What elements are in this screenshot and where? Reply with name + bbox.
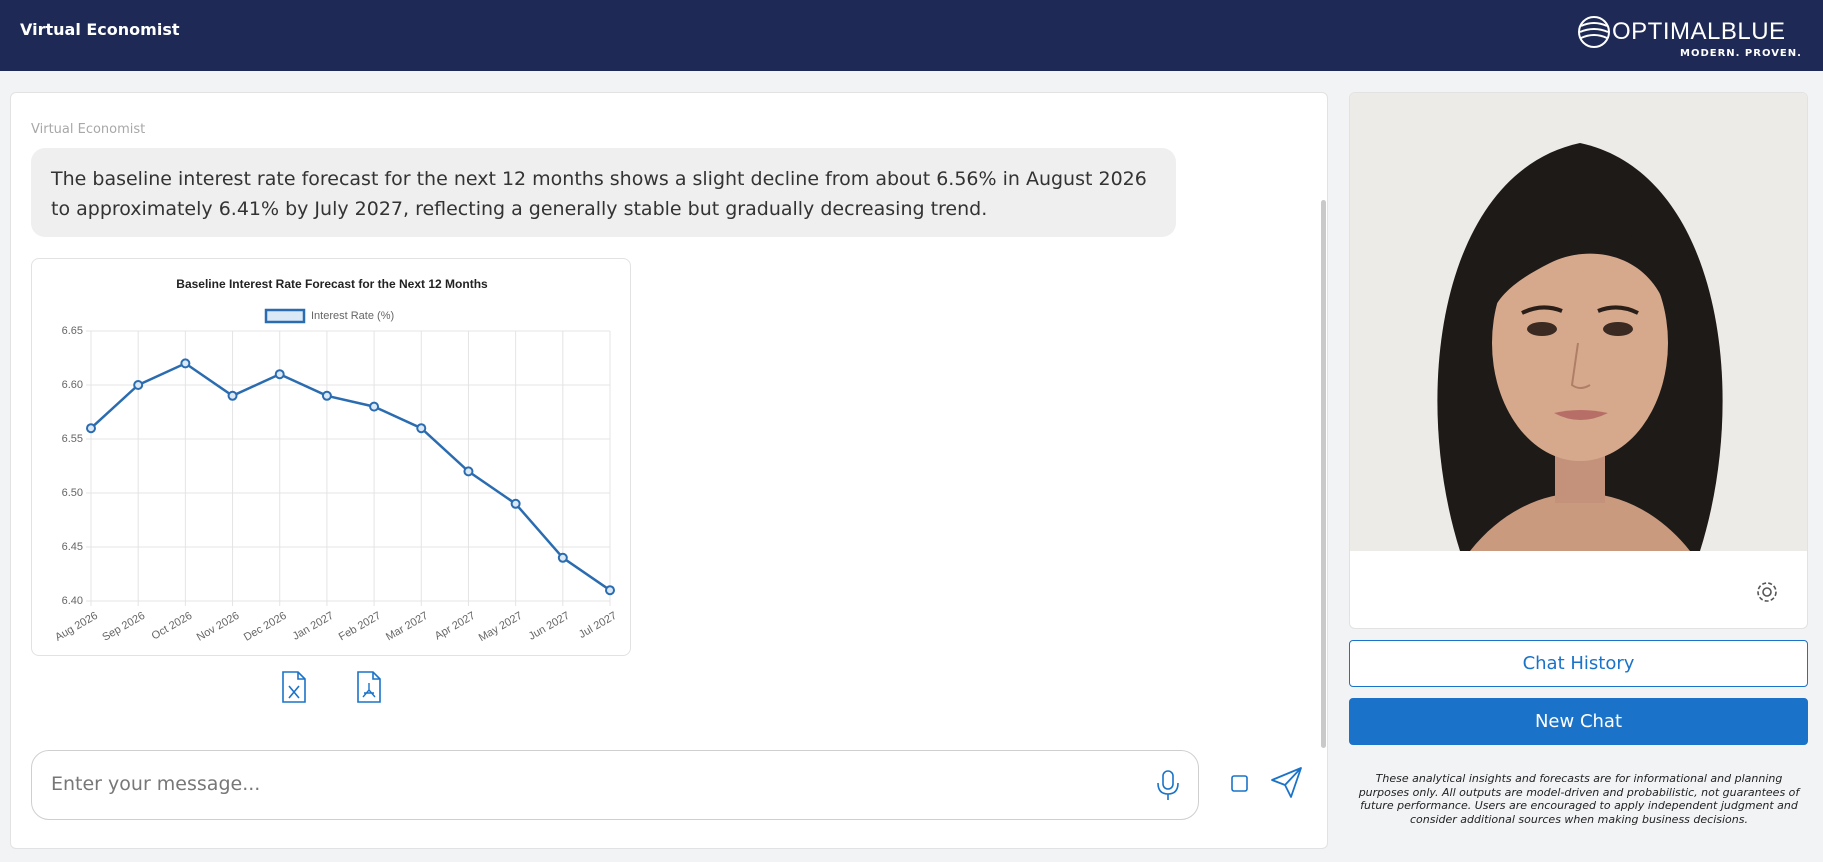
point: [510, 498, 521, 509]
avatar-card: [1349, 92, 1808, 629]
chat-history-button[interactable]: Chat History: [1349, 640, 1808, 687]
x-tick-label: Oct 2026: [150, 610, 195, 643]
legend-swatch: [264, 308, 306, 324]
point: [227, 390, 238, 401]
message-bubble: The baseline interest rate forecast for …: [31, 148, 1176, 237]
point: [274, 369, 285, 380]
x-tick-label: Feb 2027: [337, 610, 383, 644]
x-tick-label: Jun 2027: [527, 610, 572, 643]
disclaimer: These analytical insights and forecasts …: [1358, 772, 1800, 826]
header: [0, 0, 1823, 71]
avatar-image: [1350, 93, 1807, 551]
x-tick-label: Dec 2026: [242, 610, 289, 644]
mic-button[interactable]: [1154, 768, 1182, 802]
x-tick-label: Nov 2026: [195, 610, 242, 644]
chart-card: Baseline Interest Rate Forecast for the …: [31, 258, 631, 656]
message-text: The baseline interest rate forecast for …: [51, 168, 1147, 220]
x-tick-label: May 2027: [477, 610, 525, 645]
point: [463, 466, 474, 477]
point: [133, 380, 144, 390]
x-tick-label: Jan 2027: [291, 610, 336, 643]
point: [321, 390, 332, 401]
stop-button[interactable]: [1229, 773, 1251, 795]
settings-button[interactable]: [1752, 577, 1782, 607]
x-tick-label: Sep 2026: [100, 610, 147, 644]
logo-tagline: MODERN. PROVEN.: [1680, 48, 1802, 59]
point: [86, 423, 96, 434]
export-excel-icon[interactable]: [280, 670, 308, 704]
export-pdf-icon[interactable]: [355, 670, 383, 704]
point: [416, 423, 427, 434]
y-tick-label: 6.65: [62, 325, 83, 337]
y-tick-label: 6.50: [62, 487, 83, 499]
point: [369, 401, 380, 412]
y-tick-label: 6.45: [62, 541, 83, 553]
message-input[interactable]: [31, 750, 1199, 820]
y-tick-label: 6.40: [62, 595, 83, 607]
legend-label: Interest Rate (%): [311, 310, 394, 322]
logo-name: OPTIMALBLUE: [1612, 18, 1786, 45]
point: [557, 552, 568, 563]
x-tick-label: Aug 2026: [53, 610, 100, 644]
chart-title: Baseline Interest Rate Forecast for the …: [176, 277, 488, 291]
new-chat-button[interactable]: New Chat: [1349, 698, 1808, 745]
x-tick-label: Jul 2027: [577, 610, 619, 641]
x-tick-label: Mar 2027: [384, 610, 430, 644]
app-title: Virtual Economist: [20, 20, 180, 39]
message-sender: Virtual Economist: [31, 122, 146, 137]
point: [605, 585, 615, 596]
point: [180, 358, 191, 369]
y-tick-label: 6.55: [62, 433, 83, 445]
y-tick-label: 6.60: [62, 379, 83, 391]
scrollbar[interactable]: [1321, 200, 1326, 748]
logo-mark: [1578, 16, 1610, 48]
x-tick-label: Apr 2027: [433, 610, 478, 643]
line: [90, 361, 611, 592]
input-placeholder: Enter your message...: [51, 773, 261, 795]
send-button[interactable]: [1270, 766, 1304, 800]
chart: Baseline Interest Rate Forecast for the …: [53, 277, 619, 645]
